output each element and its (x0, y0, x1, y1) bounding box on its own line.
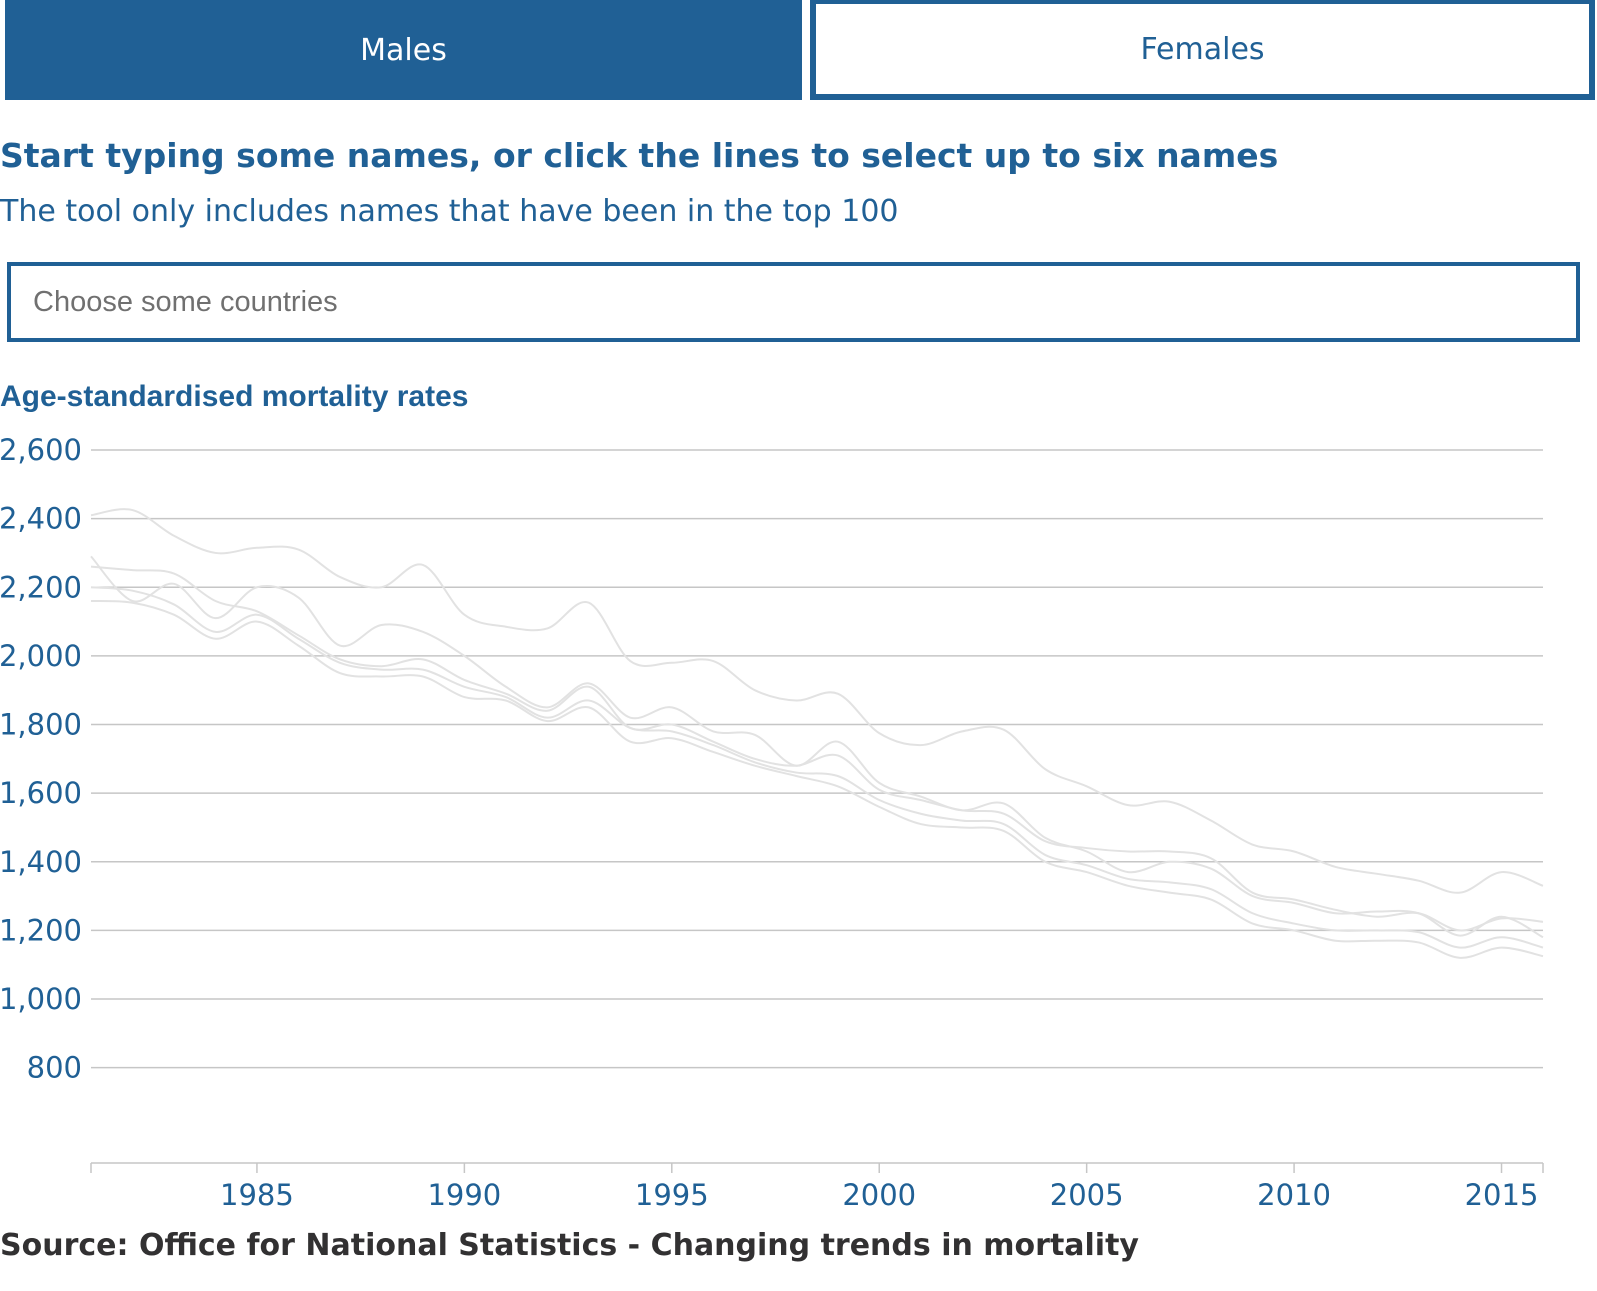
y-tick-label: 1,400 (0, 845, 82, 879)
country-search-input[interactable] (7, 262, 1580, 342)
y-tick-label: 1,200 (0, 913, 82, 947)
y-tick-label: 800 (27, 1051, 82, 1085)
series-line-3[interactable] (90, 565, 1544, 932)
sex-toggle: Males Females (5, 0, 1595, 100)
y-axis: 800 1,000 1,200 1,400 1,600 1,800 2,000 2,200 2,… (0, 433, 82, 1085)
x-tick-label: 1985 (220, 1178, 294, 1212)
x-tick-label: 2010 (1257, 1178, 1331, 1212)
source-note: Source: Office for National Statistics -… (0, 1228, 1139, 1263)
mortality-line-chart: 800 1,000 1,200 1,400 1,600 1,800 2,000 2,200 2,… (0, 433, 1544, 1212)
x-tick-label: 2000 (842, 1178, 916, 1212)
tab-females[interactable]: Females (810, 0, 1595, 100)
y-tick-label: 1,000 (0, 982, 82, 1016)
series-line-4[interactable] (90, 586, 1544, 949)
x-tick-label: 2015 (1465, 1178, 1539, 1212)
series-line-1[interactable] (90, 508, 1544, 894)
x-tick-label: 2005 (1050, 1178, 1124, 1212)
instruction-subheading: The tool only includes names that have b… (0, 194, 899, 229)
y-tick-label: 2,200 (0, 570, 82, 604)
y-tick-label: 1,800 (0, 708, 82, 742)
tab-males[interactable]: Males (5, 0, 802, 100)
chart-title: Age-standardised mortality rates (0, 380, 469, 413)
x-tick-label: 1995 (635, 1178, 709, 1212)
x-tick-label: 1990 (427, 1178, 501, 1212)
series-line-5[interactable] (90, 599, 1544, 959)
y-tick-label: 1,600 (0, 776, 82, 810)
y-tick-label: 2,600 (0, 433, 82, 467)
series-line-2[interactable] (90, 555, 1544, 939)
series-lines (90, 508, 1544, 959)
instruction-heading: Start typing some names, or click the li… (0, 136, 1279, 175)
x-axis: 1985 1990 1995 2000 2005 2010 2015 (90, 1162, 1544, 1212)
y-tick-label: 2,000 (0, 639, 82, 673)
y-tick-label: 2,400 (0, 502, 82, 536)
